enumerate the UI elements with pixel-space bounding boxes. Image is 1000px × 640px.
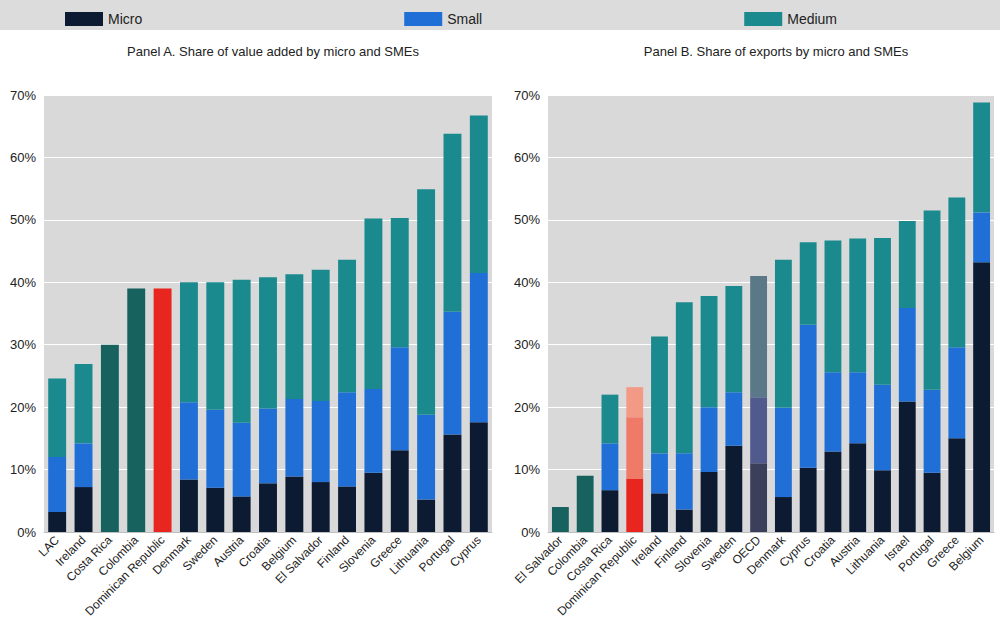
svg-text:LAC: LAC — [35, 533, 63, 560]
svg-text:Portugal: Portugal — [416, 533, 457, 574]
svg-text:40%: 40% — [10, 275, 36, 290]
svg-text:60%: 60% — [10, 150, 36, 165]
svg-text:Lithuania: Lithuania — [843, 533, 888, 578]
svg-text:20%: 20% — [10, 400, 36, 415]
svg-text:50%: 50% — [514, 212, 540, 227]
svg-text:Medium: Medium — [787, 11, 837, 27]
svg-text:Dominican Republic: Dominican Republic — [82, 533, 167, 618]
svg-text:Small: Small — [447, 11, 482, 27]
svg-text:70%: 70% — [10, 88, 36, 103]
svg-text:0%: 0% — [521, 525, 540, 540]
svg-text:10%: 10% — [514, 462, 540, 477]
svg-text:Croatia: Croatia — [800, 533, 838, 571]
svg-text:OECD: OECD — [729, 533, 764, 568]
svg-text:Sweden: Sweden — [180, 533, 221, 574]
svg-text:Israel: Israel — [881, 533, 913, 564]
svg-text:Finland: Finland — [651, 533, 690, 571]
svg-text:40%: 40% — [514, 275, 540, 290]
svg-text:Austria: Austria — [826, 533, 863, 570]
svg-text:60%: 60% — [514, 150, 540, 165]
svg-text:10%: 10% — [10, 462, 36, 477]
svg-text:Dominican Republic: Dominican Republic — [554, 533, 639, 618]
svg-text:Colombia: Colombia — [544, 533, 591, 579]
svg-text:Costa Rica: Costa Rica — [63, 533, 115, 585]
svg-text:Croatia: Croatia — [235, 533, 273, 571]
svg-text:30%: 30% — [514, 337, 540, 352]
svg-text:Lithuania: Lithuania — [386, 533, 432, 578]
svg-text:Ireland: Ireland — [628, 533, 665, 569]
svg-text:70%: 70% — [514, 88, 540, 103]
svg-text:Denmark: Denmark — [149, 533, 194, 578]
svg-text:Slovenia: Slovenia — [336, 533, 379, 576]
svg-text:Cyprus: Cyprus — [776, 533, 814, 570]
svg-text:Ireland: Ireland — [52, 533, 89, 569]
svg-text:0%: 0% — [17, 525, 36, 540]
svg-text:20%: 20% — [514, 400, 540, 415]
svg-text:30%: 30% — [10, 337, 36, 352]
svg-text:Austria: Austria — [210, 533, 247, 570]
svg-text:El Salvador: El Salvador — [512, 533, 566, 587]
svg-text:Sweden: Sweden — [698, 533, 739, 574]
svg-text:Greece: Greece — [367, 533, 405, 571]
svg-text:Cyprus: Cyprus — [447, 533, 484, 570]
svg-text:Colombia: Colombia — [95, 533, 142, 579]
svg-text:50%: 50% — [10, 212, 36, 227]
svg-text:Slovenia: Slovenia — [671, 533, 714, 576]
svg-text:Belgium: Belgium — [258, 533, 300, 574]
svg-text:Panel A. Share of value added: Panel A. Share of value added by micro a… — [127, 44, 419, 59]
svg-text:Micro: Micro — [108, 11, 142, 27]
svg-text:Greece: Greece — [924, 533, 962, 571]
svg-text:Belgium: Belgium — [946, 533, 987, 574]
svg-text:Denmark: Denmark — [744, 533, 789, 578]
svg-text:Finland: Finland — [314, 533, 352, 571]
svg-text:Panel B. Share of exports by m: Panel B. Share of exports by micro and S… — [644, 44, 909, 59]
svg-text:Costa Rica: Costa Rica — [563, 533, 615, 585]
svg-text:Portugal: Portugal — [895, 533, 937, 575]
svg-text:El Salvador: El Salvador — [272, 533, 326, 587]
